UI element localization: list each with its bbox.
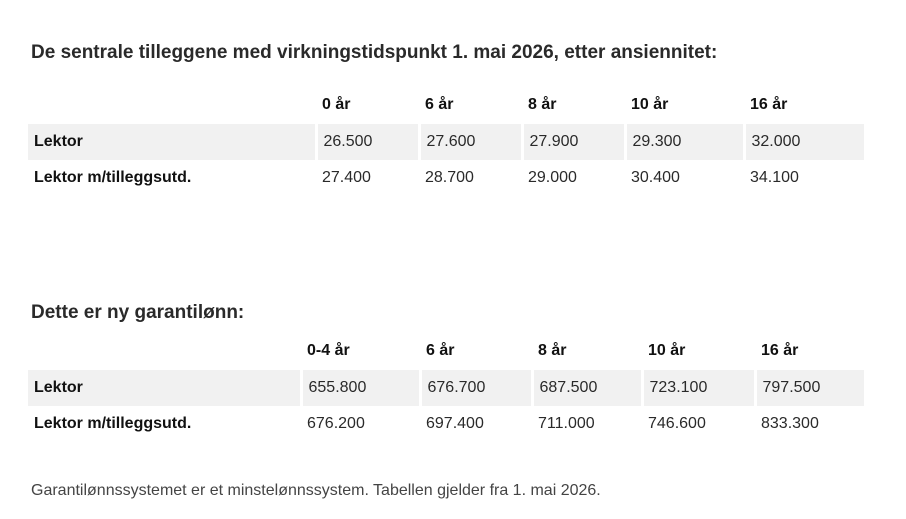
table-cell: 687.500 bbox=[532, 370, 644, 406]
table-cell: 655.800 bbox=[301, 370, 422, 406]
column-header: 8 år bbox=[538, 342, 567, 359]
column-header: 0 år bbox=[322, 96, 351, 113]
column-header: 10 år bbox=[648, 342, 686, 359]
table-cell: 697.400 bbox=[426, 415, 484, 432]
table-cell: 27.600 bbox=[419, 124, 524, 160]
guarantee-salary-table: 0-4 år 6 år 8 år 10 år 16 år Lektor 655.… bbox=[28, 332, 864, 442]
table-cell: 676.200 bbox=[307, 415, 365, 432]
footnote: Garantilønnssystemet er et minstelønnssy… bbox=[31, 482, 601, 499]
column-header: 16 år bbox=[761, 342, 799, 359]
table-cell: 34.100 bbox=[750, 169, 799, 186]
table-cell: 27.400 bbox=[322, 169, 371, 186]
column-header: 0-4 år bbox=[307, 342, 350, 359]
table-row: Lektor 26.500 27.600 27.900 29.300 32.00… bbox=[28, 124, 864, 160]
table-cell: 32.000 bbox=[744, 124, 864, 160]
table-cell: 723.100 bbox=[642, 370, 757, 406]
table-header-row: 0-4 år 6 år 8 år 10 år 16 år bbox=[28, 332, 864, 370]
column-header: 10 år bbox=[631, 96, 669, 113]
supplement-table: 0 år 6 år 8 år 10 år 16 år Lektor 26.500… bbox=[28, 86, 864, 196]
table-cell: 29.300 bbox=[625, 124, 746, 160]
section2-title: Dette er ny garantilønn: bbox=[31, 302, 245, 323]
table-header-row: 0 år 6 år 8 år 10 år 16 år bbox=[28, 86, 864, 124]
table-cell: 711.000 bbox=[538, 415, 595, 432]
table-cell: 27.900 bbox=[522, 124, 627, 160]
column-header: 16 år bbox=[750, 96, 788, 113]
column-header bbox=[28, 332, 301, 370]
row-label: Lektor m/tilleggsutd. bbox=[34, 415, 192, 432]
table-cell: 29.000 bbox=[528, 169, 577, 186]
row-label: Lektor m/tilleggsutd. bbox=[34, 169, 192, 186]
table-cell: 746.600 bbox=[648, 415, 706, 432]
column-header: 8 år bbox=[528, 96, 557, 113]
table-cell: 676.700 bbox=[420, 370, 534, 406]
column-header: 6 år bbox=[425, 96, 454, 113]
section1-title: De sentrale tilleggene med virkningstids… bbox=[31, 42, 718, 63]
column-header bbox=[28, 86, 316, 124]
table-cell: 797.500 bbox=[755, 370, 864, 406]
table-row: Lektor m/tilleggsutd. 27.400 28.700 29.0… bbox=[28, 160, 864, 196]
column-header: 6 år bbox=[426, 342, 455, 359]
table-row: Lektor m/tilleggsutd. 676.200 697.400 71… bbox=[28, 406, 864, 442]
row-label: Lektor bbox=[28, 124, 318, 160]
table-cell: 26.500 bbox=[316, 124, 421, 160]
table-cell: 30.400 bbox=[631, 169, 680, 186]
table-cell: 833.300 bbox=[761, 415, 819, 432]
table-row: Lektor 655.800 676.700 687.500 723.100 7… bbox=[28, 370, 864, 406]
table-cell: 28.700 bbox=[425, 169, 474, 186]
row-label: Lektor bbox=[28, 370, 303, 406]
